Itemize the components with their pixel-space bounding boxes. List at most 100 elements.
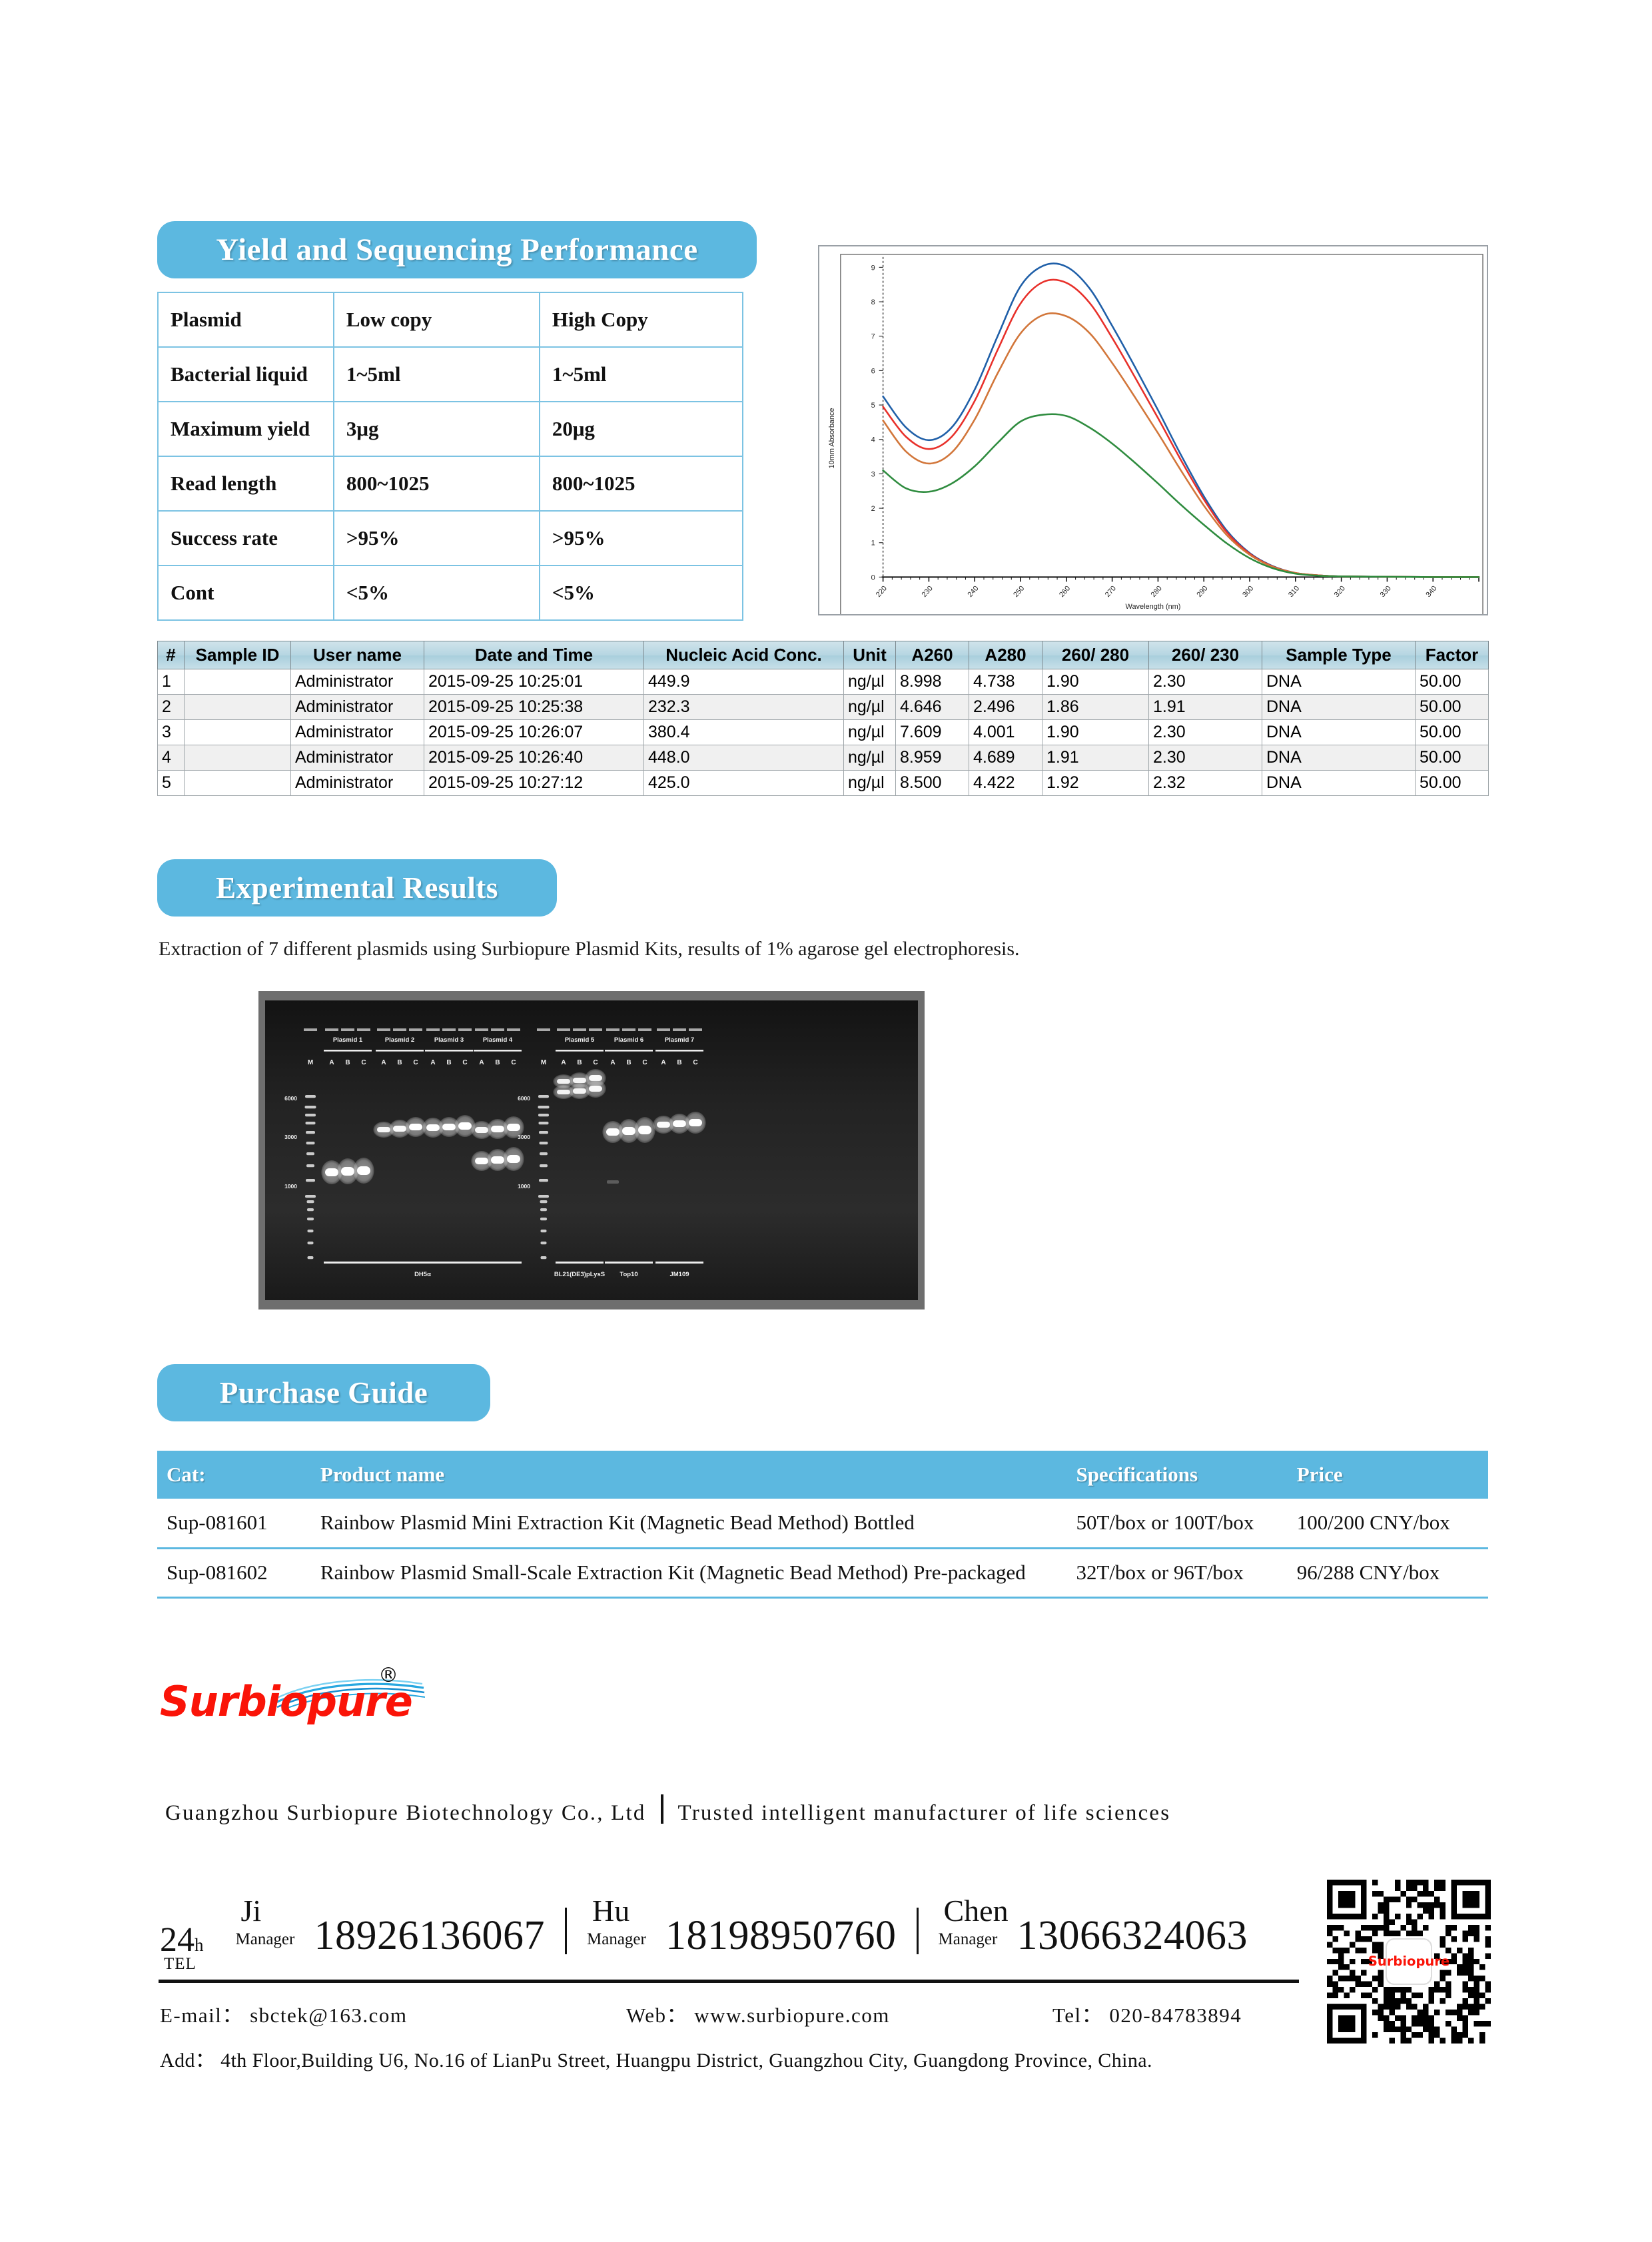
gel-label: A bbox=[610, 1059, 615, 1066]
gel-ladder-band bbox=[306, 1200, 314, 1204]
gel-label: Top10 bbox=[620, 1271, 637, 1278]
section-header-purchase-label: Purchase Guide bbox=[219, 1376, 428, 1409]
nanodrop-cell-a260: 4.646 bbox=[895, 694, 969, 720]
nanodrop-cell-a280: 4.001 bbox=[969, 719, 1042, 745]
nanodrop-cell-user: Administrator bbox=[290, 770, 424, 796]
nanodrop-cell-a280: 4.738 bbox=[969, 669, 1042, 695]
nanodrop-column-header[interactable]: Unit bbox=[843, 641, 896, 669]
manager-phone[interactable]: 18198950760 bbox=[665, 1913, 897, 1958]
gel-ladder-band bbox=[306, 1152, 314, 1156]
nanodrop-cell-a260: 8.500 bbox=[895, 770, 969, 796]
gel-well bbox=[304, 1028, 317, 1031]
gel-band bbox=[442, 1124, 456, 1130]
gel-ladder-band bbox=[540, 1230, 547, 1233]
nanodrop-cell-sample-id bbox=[184, 770, 291, 796]
nanodrop-table-row[interactable]: 1 Administrator 2015-09-25 10:25:01 449.9 ng… bbox=[157, 669, 1489, 695]
footer-telephone[interactable]: Tel： 020-84783894 bbox=[1052, 2004, 1242, 2027]
manager-phone[interactable]: 13066324063 bbox=[1017, 1913, 1248, 1958]
nanodrop-column-header[interactable]: A280 bbox=[969, 641, 1042, 669]
gel-strain-underline bbox=[556, 1262, 604, 1264]
nanodrop-cell-unit: ng/µl bbox=[843, 694, 896, 720]
nanodrop-cell-factor: 50.00 bbox=[1415, 669, 1489, 695]
nanodrop-column-header[interactable]: User name bbox=[290, 641, 424, 669]
nanodrop-cell-user: Administrator bbox=[290, 669, 424, 695]
nanodrop-table-row[interactable]: 4 Administrator 2015-09-25 10:26:40 448.0 ng… bbox=[157, 745, 1489, 771]
gel-band bbox=[341, 1167, 354, 1176]
gel-well bbox=[426, 1028, 440, 1031]
gel-svg: 6000 3000 1000 6000 3000 1000 Plasmid 1 Plasmid… bbox=[265, 1000, 918, 1300]
gel-label: Plasmid 5 bbox=[565, 1036, 595, 1044]
manager-identity: Chen Manager bbox=[939, 1894, 1017, 1960]
nanodrop-column-header[interactable]: Sample ID bbox=[184, 641, 291, 669]
nanodrop-cell-user: Administrator bbox=[290, 745, 424, 771]
gel-band bbox=[673, 1120, 686, 1127]
nanodrop-column-header[interactable]: 260/ 230 bbox=[1148, 641, 1262, 669]
gel-band bbox=[507, 1155, 520, 1163]
nanodrop-cell-datetime: 2015-09-25 10:25:01 bbox=[424, 669, 644, 695]
nanodrop-cell-r260-280: 1.92 bbox=[1042, 770, 1149, 796]
nanodrop-table-row[interactable]: 5 Administrator 2015-09-25 10:27:12 425.0 ng… bbox=[157, 770, 1489, 796]
purchase-cell-name: Rainbow Plasmid Small-Scale Extraction K… bbox=[310, 1548, 1067, 1599]
footer-email[interactable]: E-mail： sbctek@163.com bbox=[160, 2004, 408, 2027]
nanodrop-column-header[interactable]: A260 bbox=[895, 641, 969, 669]
qr-center-logo-text: Surbiopure bbox=[1368, 1954, 1449, 1969]
nanodrop-cell-unit: ng/µl bbox=[843, 719, 896, 745]
nanodrop-column-header[interactable]: Factor bbox=[1415, 641, 1489, 669]
gel-well bbox=[638, 1028, 651, 1031]
nanodrop-table-row[interactable]: 2 Administrator 2015-09-25 10:25:38 232.3 ng… bbox=[157, 694, 1489, 720]
qr-modules bbox=[1327, 1880, 1491, 2044]
nanodrop-cell-idx: 1 bbox=[157, 669, 185, 695]
gel-group-underline bbox=[655, 1050, 703, 1052]
manager-phone[interactable]: 18926136067 bbox=[314, 1913, 545, 1958]
gel-well bbox=[341, 1028, 354, 1031]
yield-row-lowcopy: <5% bbox=[332, 565, 540, 621]
nanodrop-cell-idx: 2 bbox=[157, 694, 185, 720]
gel-band bbox=[606, 1128, 620, 1136]
nanodrop-cell-r260-280: 1.90 bbox=[1042, 669, 1149, 695]
gel-ladder-band bbox=[307, 1208, 314, 1212]
nanodrop-column-header[interactable]: Nucleic Acid Conc. bbox=[643, 641, 844, 669]
yield-row-highcopy: High Copy bbox=[538, 292, 744, 348]
gel-group-underline bbox=[474, 1050, 522, 1052]
gel-well bbox=[377, 1028, 390, 1031]
purchase-table-row[interactable]: Sup-081602 Rainbow Plasmid Small-Scale Ex… bbox=[157, 1548, 1488, 1599]
purchase-column-header: Product name bbox=[310, 1451, 1067, 1499]
gel-band bbox=[557, 1079, 570, 1084]
yield-table-row: Bacterial liquid 1~5ml 1~5ml bbox=[157, 346, 744, 402]
yield-row-lowcopy: Low copy bbox=[332, 292, 540, 348]
gel-band bbox=[393, 1126, 406, 1132]
yield-row-highcopy: 800~1025 bbox=[538, 456, 744, 512]
nanodrop-cell-type: DNA bbox=[1262, 719, 1416, 745]
purchase-table-row[interactable]: Sup-081601 Rainbow Plasmid Mini Extractio… bbox=[157, 1499, 1488, 1549]
gel-label: 6000 bbox=[284, 1095, 297, 1102]
yield-row-lowcopy: 3μg bbox=[332, 401, 540, 457]
gel-label: C bbox=[361, 1059, 366, 1066]
gel-well bbox=[537, 1028, 550, 1031]
registered-trademark-icon: ® bbox=[378, 1664, 398, 1687]
gel-band bbox=[507, 1124, 520, 1131]
nanodrop-column-header[interactable]: Date and Time bbox=[424, 641, 644, 669]
nanodrop-table-row[interactable]: 3 Administrator 2015-09-25 10:26:07 380.4 ng… bbox=[157, 719, 1489, 745]
gel-annotations: 6000 3000 1000 6000 3000 1000 Plasmid 1 Plasmid… bbox=[284, 1036, 698, 1278]
chart-x-axis-label: Wavelength (nm) bbox=[1126, 603, 1181, 611]
gel-label: A bbox=[430, 1059, 435, 1066]
chart-series-sample-4 bbox=[882, 413, 1480, 578]
gel-well bbox=[606, 1028, 620, 1031]
nanodrop-column-header[interactable]: Sample Type bbox=[1262, 641, 1416, 669]
footer-website[interactable]: Web： www.surbiopure.com bbox=[626, 2004, 890, 2027]
nanodrop-cell-type: DNA bbox=[1262, 770, 1416, 796]
gel-band bbox=[426, 1124, 440, 1131]
contact-phone-row: 24h TEL Ji Manager 18926136067 Hu Manager 181… bbox=[160, 1880, 1332, 1973]
nanodrop-column-header[interactable]: 260/ 280 bbox=[1042, 641, 1149, 669]
yield-row-highcopy: 1~5ml bbox=[538, 346, 744, 402]
gel-label: B bbox=[397, 1059, 402, 1066]
nanodrop-cell-idx: 3 bbox=[157, 719, 185, 745]
gel-band bbox=[638, 1126, 651, 1134]
wechat-qr-code[interactable]: Surbiopure bbox=[1327, 1880, 1491, 2044]
nanodrop-cell-idx: 4 bbox=[157, 745, 185, 771]
yield-table-row: Success rate >95% >95% bbox=[157, 510, 744, 566]
yield-row-lowcopy: >95% bbox=[332, 510, 540, 566]
gel-band bbox=[491, 1126, 504, 1132]
nanodrop-column-header[interactable]: # bbox=[157, 641, 185, 669]
